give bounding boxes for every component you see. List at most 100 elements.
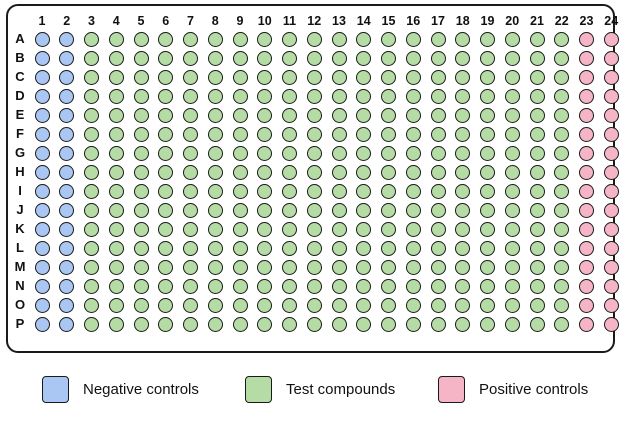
well-H18 — [455, 164, 471, 180]
well-G3 — [84, 145, 99, 161]
column-label-4: 4 — [112, 14, 120, 28]
well-K9 — [232, 221, 248, 237]
well-H14 — [356, 164, 372, 180]
well-N17 — [430, 278, 446, 294]
well-J14 — [356, 202, 372, 218]
well-L3 — [84, 240, 99, 256]
well-H7 — [183, 164, 198, 180]
well-N22 — [554, 278, 570, 294]
well-E21 — [529, 107, 545, 123]
well-O15 — [381, 297, 396, 313]
well-I20 — [504, 183, 520, 199]
well-H4 — [108, 164, 124, 180]
well-M9 — [232, 259, 248, 275]
well-L6 — [158, 240, 174, 256]
well-H5 — [133, 164, 149, 180]
well-K24 — [603, 221, 619, 237]
well-M1 — [34, 259, 50, 275]
well-C17 — [430, 69, 446, 85]
well-I18 — [455, 183, 471, 199]
well-L22 — [554, 240, 570, 256]
well-K1 — [34, 221, 50, 237]
well-C11 — [282, 69, 297, 85]
well-L18 — [455, 240, 471, 256]
row-label-M: M — [14, 259, 26, 274]
well-C18 — [455, 69, 471, 85]
well-D4 — [108, 88, 124, 104]
well-E9 — [232, 107, 248, 123]
positive-swatch-icon — [438, 375, 465, 403]
well-F16 — [405, 126, 421, 142]
well-I11 — [282, 183, 297, 199]
well-A4 — [108, 31, 124, 47]
well-K4 — [108, 221, 124, 237]
well-N5 — [133, 278, 149, 294]
well-G8 — [207, 145, 223, 161]
well-I23 — [579, 183, 594, 199]
well-D1 — [34, 88, 50, 104]
well-P9 — [232, 316, 248, 332]
well-E19 — [480, 107, 495, 123]
well-B22 — [554, 50, 570, 66]
well-L9 — [232, 240, 248, 256]
well-F23 — [579, 126, 594, 142]
well-M6 — [158, 259, 174, 275]
well-G20 — [504, 145, 520, 161]
well-M14 — [356, 259, 372, 275]
well-H10 — [257, 164, 273, 180]
well-J20 — [504, 202, 520, 218]
well-H16 — [405, 164, 421, 180]
well-C21 — [529, 69, 545, 85]
well-L5 — [133, 240, 149, 256]
row-label-I: I — [18, 183, 22, 198]
well-K6 — [158, 221, 174, 237]
well-B11 — [282, 50, 297, 66]
well-M8 — [207, 259, 223, 275]
well-G24 — [603, 145, 619, 161]
well-A3 — [84, 31, 99, 47]
well-J2 — [59, 202, 75, 218]
well-A22 — [554, 31, 570, 47]
well-A24 — [603, 31, 619, 47]
well-M21 — [529, 259, 545, 275]
well-P22 — [554, 316, 570, 332]
well-P11 — [282, 316, 297, 332]
well-K10 — [257, 221, 273, 237]
well-I5 — [133, 183, 149, 199]
well-H20 — [504, 164, 520, 180]
well-M15 — [381, 259, 396, 275]
well-C15 — [381, 69, 396, 85]
row-label-L: L — [16, 240, 24, 255]
legend-item-positive: Positive controls — [438, 372, 588, 406]
column-label-18: 18 — [455, 14, 470, 28]
well-H12 — [306, 164, 322, 180]
well-E1 — [34, 107, 50, 123]
well-E6 — [158, 107, 174, 123]
well-B12 — [306, 50, 322, 66]
well-N23 — [579, 278, 594, 294]
well-J10 — [257, 202, 273, 218]
well-P3 — [84, 316, 99, 332]
well-P6 — [158, 316, 174, 332]
well-J4 — [108, 202, 124, 218]
row-label-P: P — [15, 316, 25, 331]
well-A7 — [183, 31, 198, 47]
well-J22 — [554, 202, 570, 218]
well-G22 — [554, 145, 570, 161]
well-E18 — [455, 107, 471, 123]
well-K5 — [133, 221, 149, 237]
column-label-3: 3 — [88, 14, 95, 28]
well-B3 — [84, 50, 99, 66]
column-label-5: 5 — [137, 14, 145, 28]
well-D13 — [331, 88, 347, 104]
well-P20 — [504, 316, 520, 332]
well-F12 — [306, 126, 322, 142]
row-label-F: F — [16, 126, 24, 141]
well-B2 — [59, 50, 75, 66]
well-J3 — [84, 202, 99, 218]
well-D22 — [554, 88, 570, 104]
well-F17 — [430, 126, 446, 142]
well-L17 — [430, 240, 446, 256]
well-M22 — [554, 259, 570, 275]
well-A13 — [331, 31, 347, 47]
